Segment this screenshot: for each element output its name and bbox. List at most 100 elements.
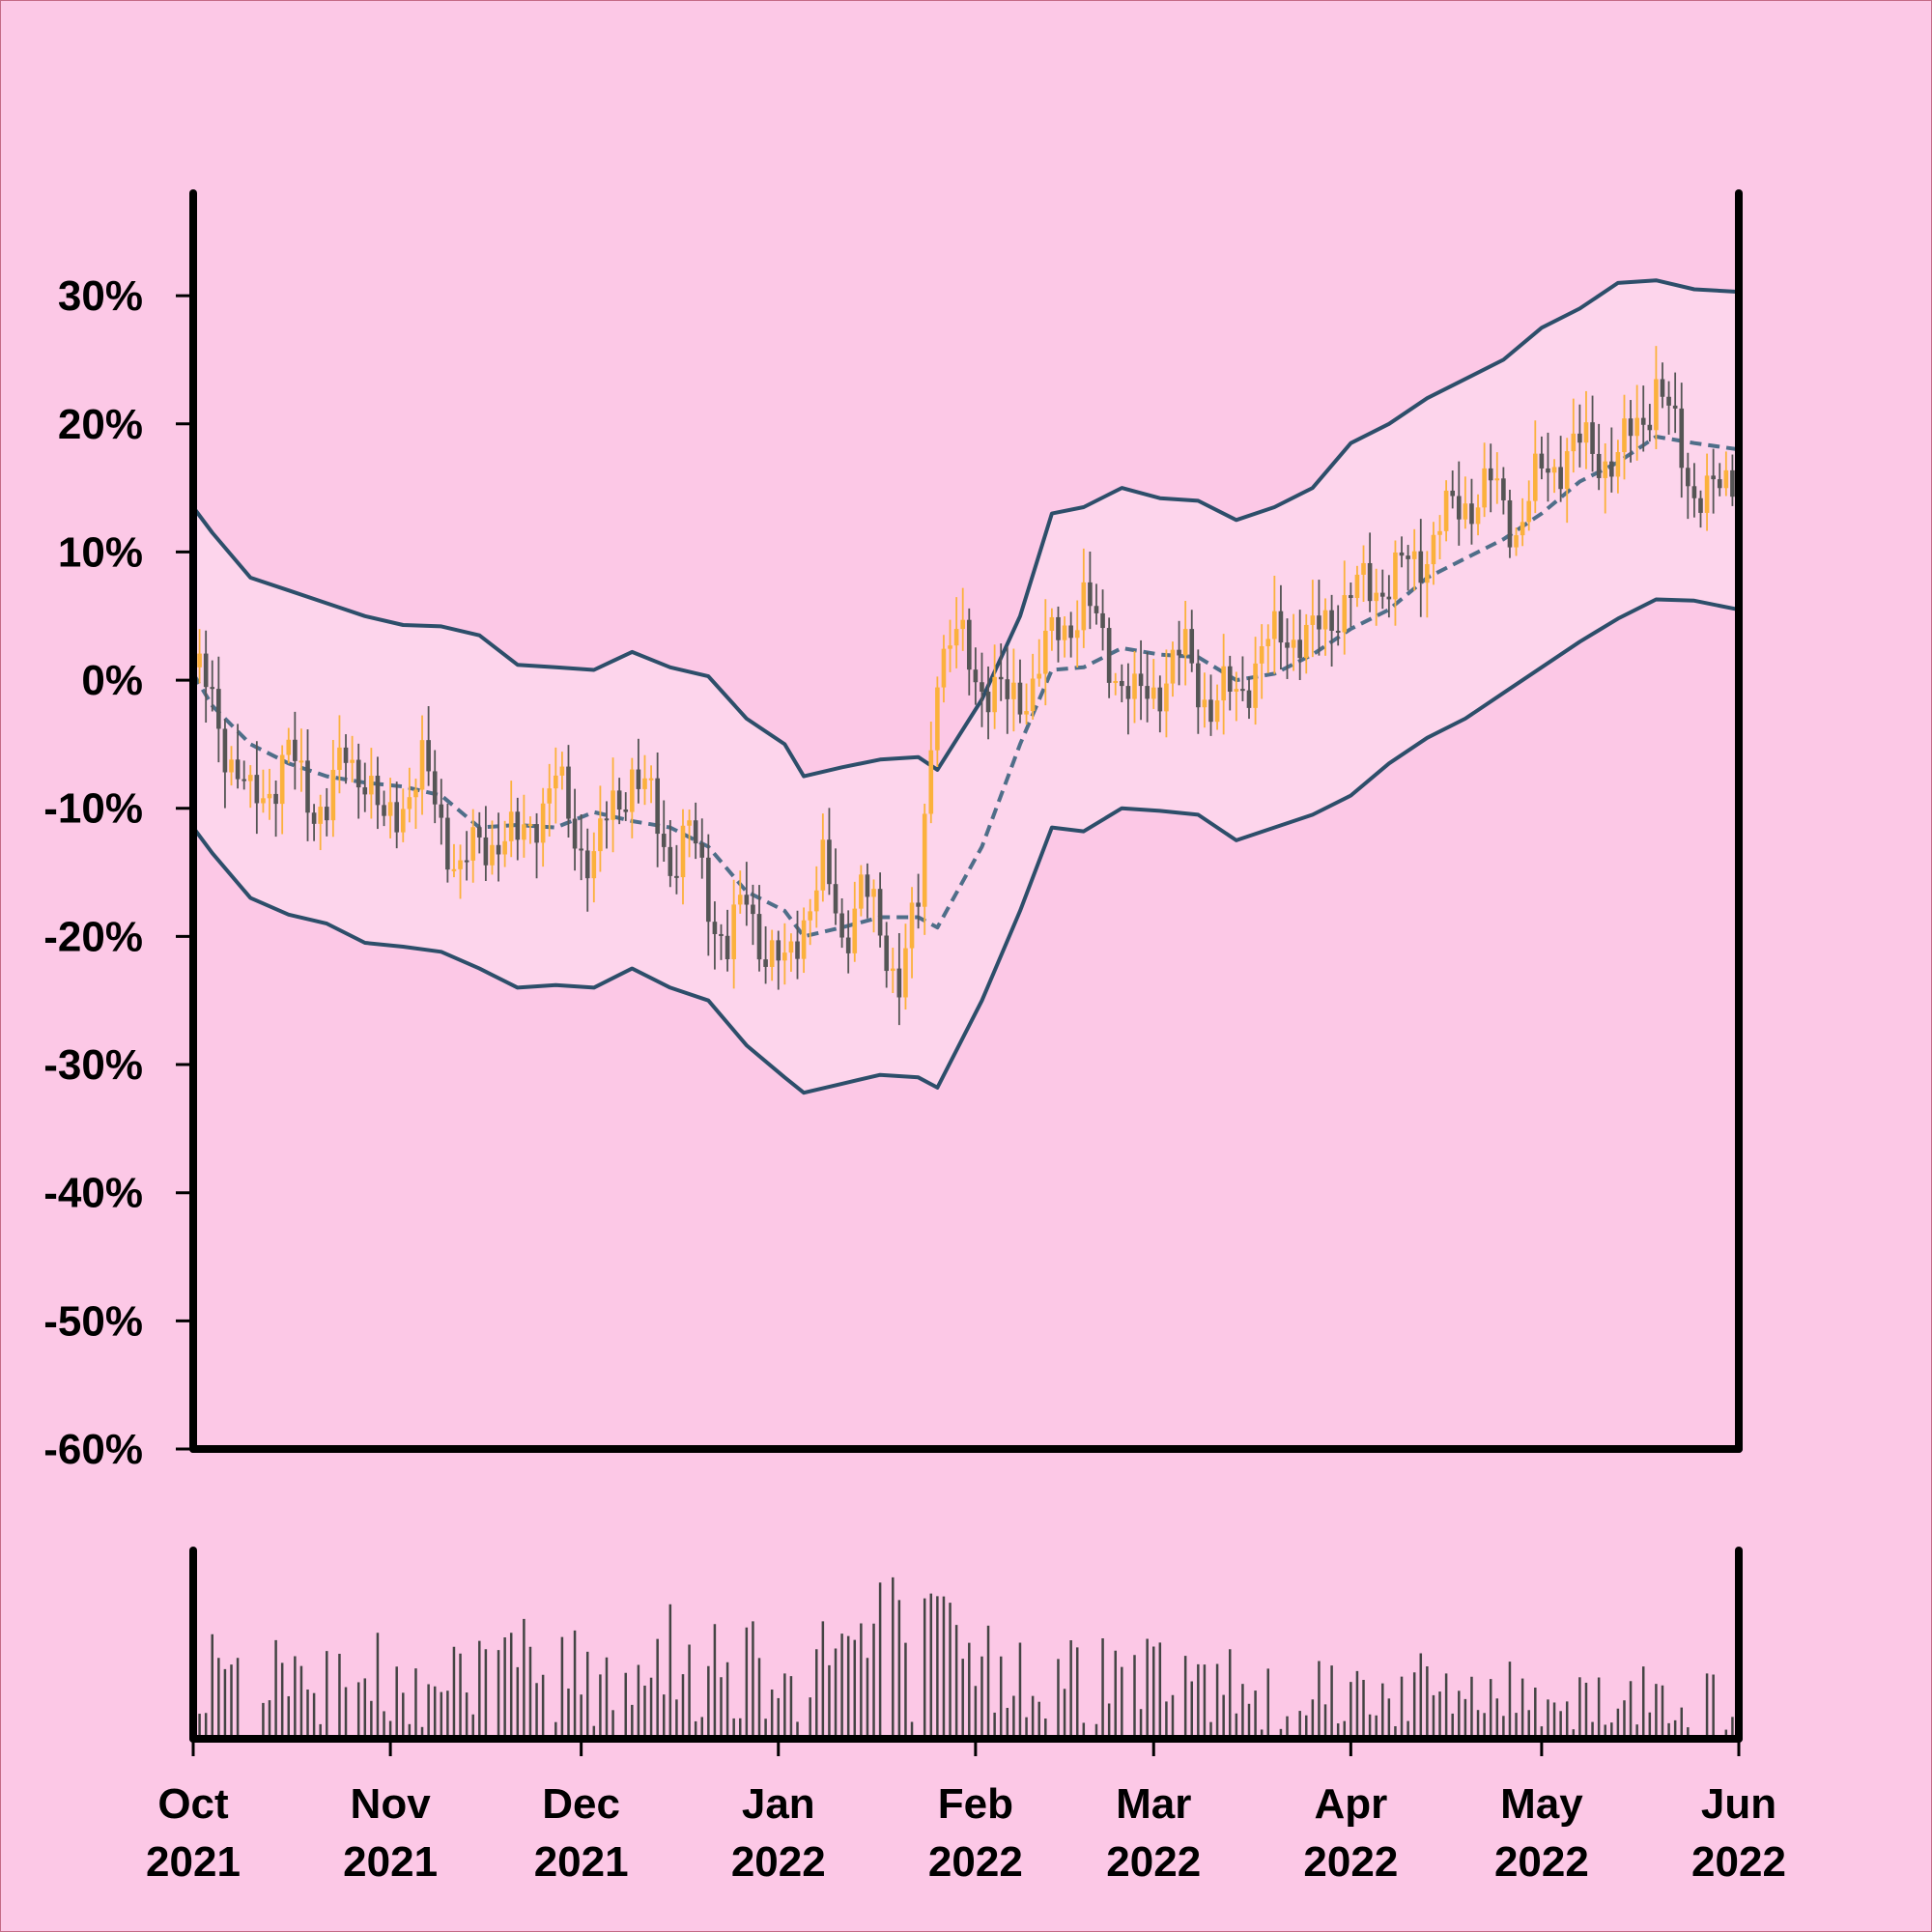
candle xyxy=(1551,459,1557,494)
candle-body xyxy=(896,968,902,998)
candle-body xyxy=(559,766,565,776)
candle-body xyxy=(953,629,959,646)
candle xyxy=(1272,575,1277,674)
candle-body xyxy=(527,824,533,827)
candle-body xyxy=(1182,629,1188,656)
candle-body xyxy=(216,689,221,729)
candle-body xyxy=(1596,453,1602,478)
candle xyxy=(1062,616,1067,658)
candle-body xyxy=(572,818,578,849)
candle xyxy=(1125,663,1131,735)
candle-body xyxy=(674,875,679,878)
candle xyxy=(1628,400,1634,463)
candle xyxy=(470,809,476,883)
x-tick-month: Feb xyxy=(938,1780,1013,1828)
candle-body xyxy=(1564,451,1570,490)
candle-body xyxy=(706,857,711,923)
candle-body xyxy=(1654,379,1659,431)
candle-body xyxy=(788,941,794,953)
candle xyxy=(1106,617,1112,698)
candle-body xyxy=(1634,417,1639,437)
candle-body xyxy=(935,687,940,751)
candle-body xyxy=(833,884,838,914)
candle-body xyxy=(903,948,908,998)
candle xyxy=(992,644,997,729)
candle-body xyxy=(1106,628,1112,683)
candle xyxy=(210,660,215,712)
candle xyxy=(522,794,526,858)
candle-body xyxy=(827,839,832,885)
candle xyxy=(980,652,984,727)
candle xyxy=(1259,624,1264,699)
candle-body xyxy=(871,889,876,897)
candle-body xyxy=(813,890,819,912)
candle-body xyxy=(470,827,476,861)
candle-body xyxy=(382,805,386,816)
candle xyxy=(1132,650,1137,724)
candle-body xyxy=(756,914,762,960)
candle-body xyxy=(502,840,507,855)
candle-body xyxy=(1558,467,1563,490)
candle xyxy=(394,781,400,849)
candle xyxy=(719,923,724,960)
candle-body xyxy=(1278,611,1284,643)
candle-body xyxy=(242,779,246,781)
candle-body xyxy=(928,750,934,814)
candle-body xyxy=(1354,574,1360,599)
candle-body xyxy=(235,759,241,780)
candle-body xyxy=(1081,582,1087,631)
candle xyxy=(1603,443,1608,514)
candle xyxy=(229,746,234,786)
y-tick-label: -30% xyxy=(43,1041,143,1089)
x-tick-year: 2021 xyxy=(343,1838,438,1886)
candle xyxy=(928,722,934,824)
candle-body xyxy=(1482,468,1487,508)
candle-body xyxy=(648,778,654,781)
candle xyxy=(801,907,807,974)
candle xyxy=(1622,394,1627,480)
candle-body xyxy=(922,813,927,907)
candle-body xyxy=(1475,507,1481,525)
candle xyxy=(1037,639,1042,687)
candle xyxy=(540,787,546,867)
candle xyxy=(998,643,1004,701)
candle xyxy=(1539,436,1545,480)
candle xyxy=(845,910,851,974)
candle xyxy=(680,809,686,905)
candle xyxy=(496,812,501,882)
candle xyxy=(616,778,622,825)
candle-body xyxy=(579,848,583,851)
candle xyxy=(782,923,787,985)
candle-body xyxy=(890,968,895,972)
candle xyxy=(1170,641,1176,697)
x-tick-month: Apr xyxy=(1314,1780,1387,1828)
candle xyxy=(1431,522,1436,585)
candle xyxy=(1253,637,1258,725)
candle-body xyxy=(1157,687,1163,712)
candle-body xyxy=(1704,475,1710,513)
y-tick-label: -60% xyxy=(43,1426,143,1473)
candle-body xyxy=(554,775,558,789)
candle xyxy=(1469,478,1474,545)
candle xyxy=(1730,454,1735,506)
candle-body xyxy=(1049,616,1055,631)
candle xyxy=(1202,672,1208,728)
candle-body xyxy=(680,825,686,878)
candle xyxy=(1475,494,1481,536)
candle xyxy=(737,870,743,914)
candle-body xyxy=(1615,452,1621,477)
candle xyxy=(687,810,692,858)
candle xyxy=(1698,490,1703,528)
candle-body xyxy=(1526,500,1532,523)
candle-body xyxy=(1120,680,1124,687)
candle xyxy=(1349,582,1353,627)
candle-body xyxy=(222,728,228,773)
candle-body xyxy=(305,760,310,813)
candle xyxy=(1501,467,1506,515)
candle-body xyxy=(591,851,597,879)
candle xyxy=(833,848,838,925)
candle xyxy=(1443,480,1449,542)
candle xyxy=(1704,453,1710,531)
candle-body xyxy=(1723,469,1729,489)
candle-body xyxy=(1259,645,1264,664)
